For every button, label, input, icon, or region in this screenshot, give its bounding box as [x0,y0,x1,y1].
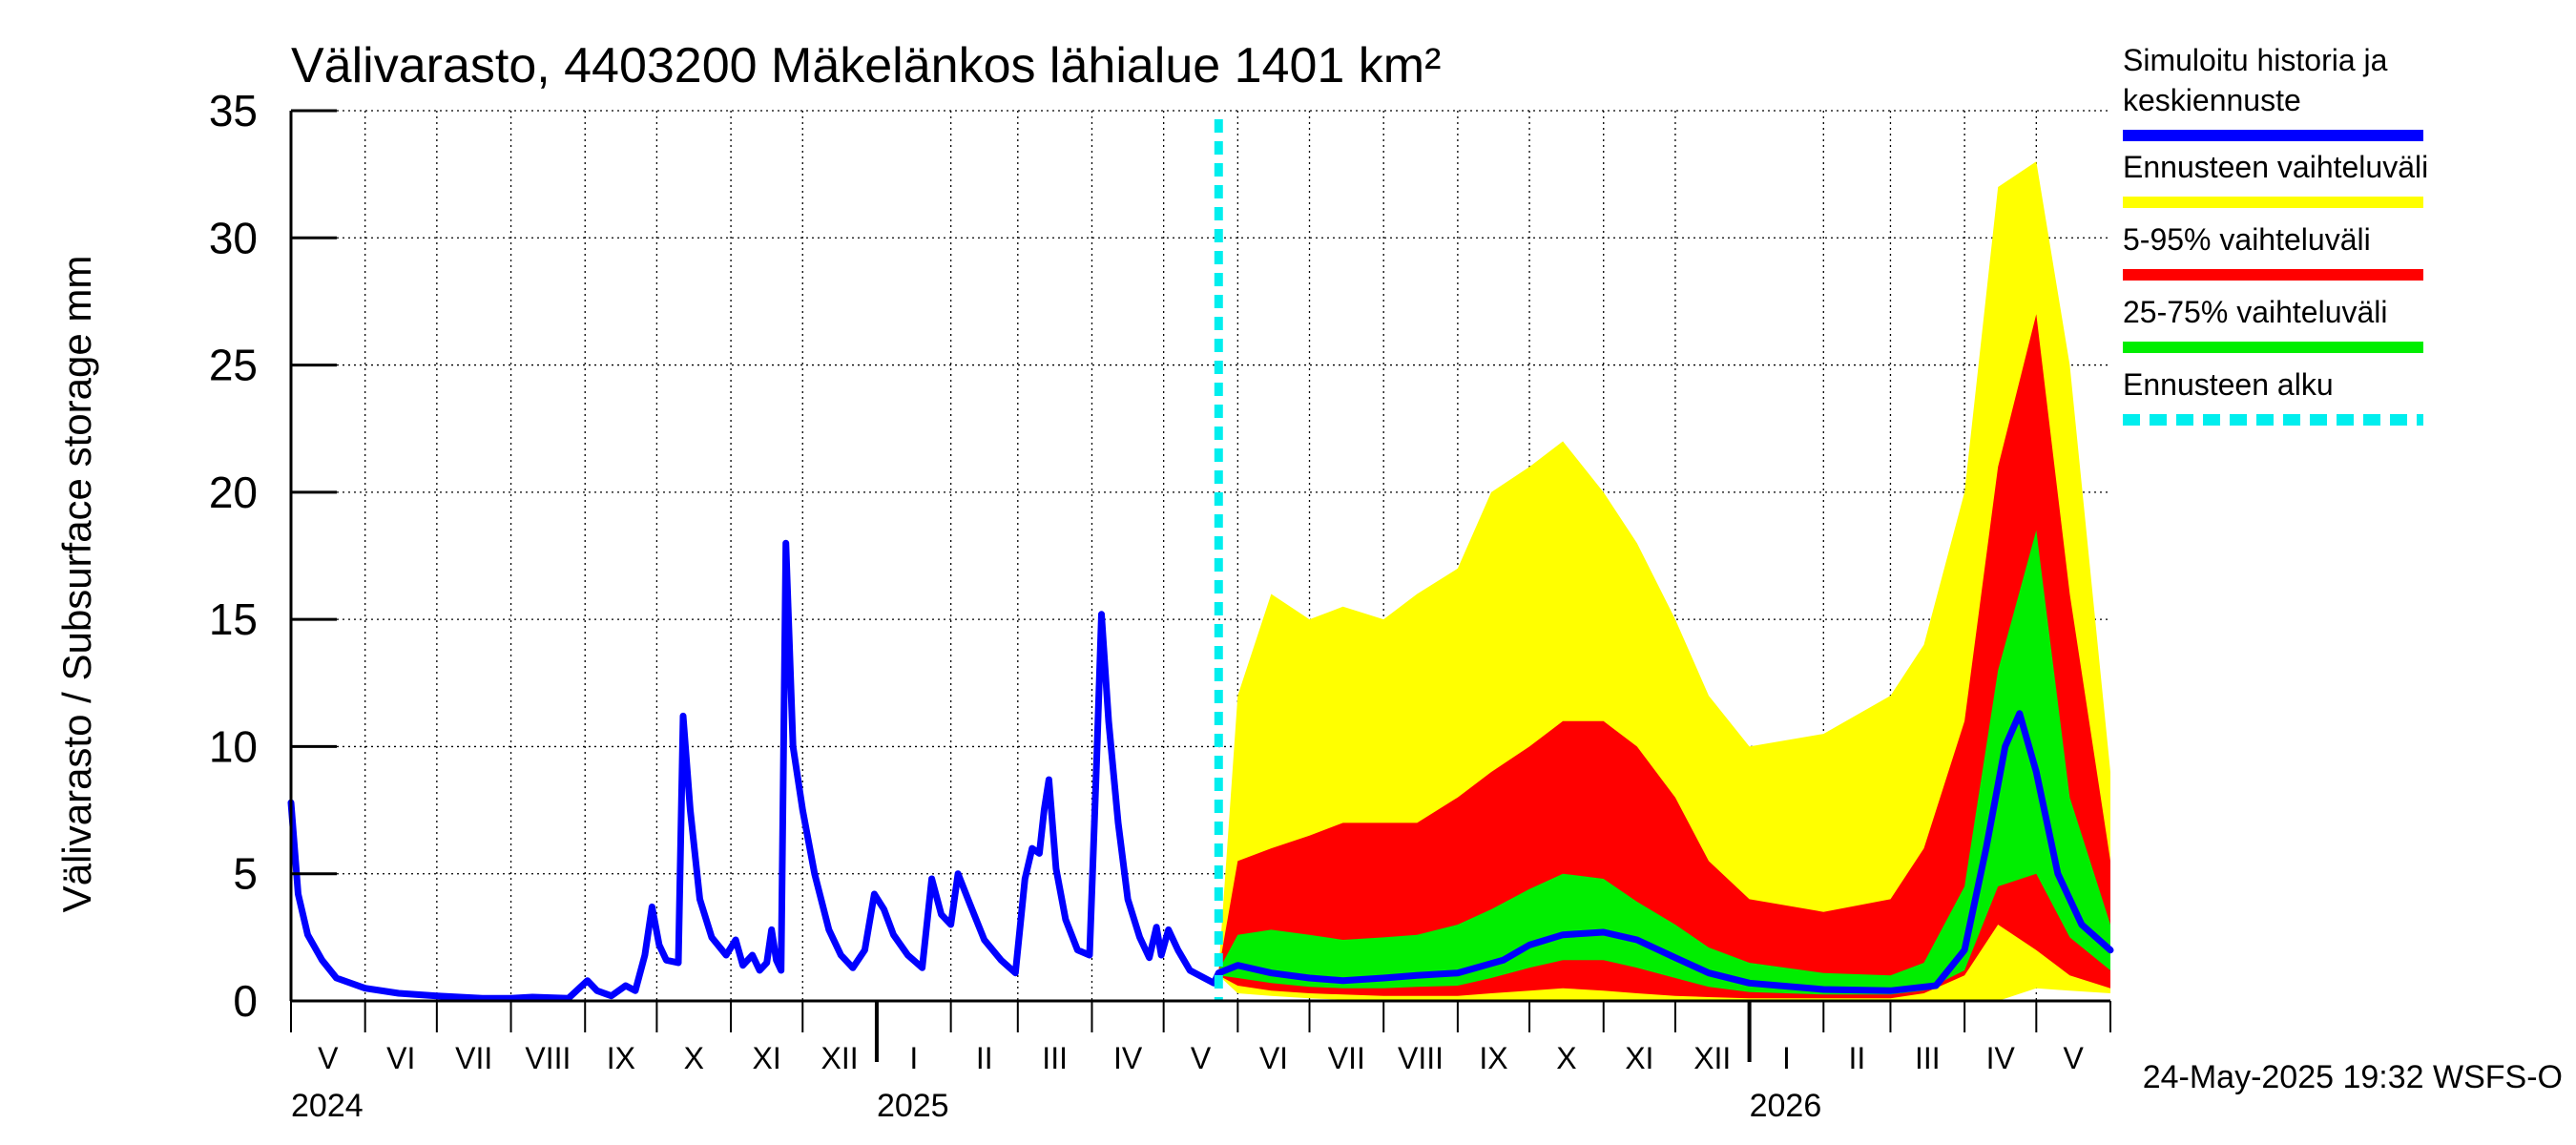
legend-label: 5-95% vaihteluväli [2123,222,2371,257]
year-label: 2026 [1750,1088,1822,1124]
footer-timestamp: 24-May-2025 19:32 WSFS-O [2143,1059,2563,1095]
month-label: V [2063,1041,2084,1075]
legend-label: Simuloitu historia ja [2123,43,2388,77]
month-label: VIII [525,1041,571,1075]
month-label: V [1191,1041,1212,1075]
y-tick-label: 35 [209,86,258,135]
month-label: I [1782,1041,1791,1075]
history-line [287,539,1222,1002]
month-label: VI [386,1041,415,1075]
chart-title: Välivarasto, 4403200 Mäkelänkos lähialue… [291,38,1441,94]
month-label: XI [1625,1041,1653,1075]
month-label: V [318,1041,339,1075]
month-label: III [1042,1041,1068,1075]
month-label: VI [1259,1041,1288,1075]
month-label: VII [455,1041,492,1075]
month-label: II [1848,1041,1865,1075]
year-label: 2025 [877,1088,949,1124]
y-tick-label: 20 [209,468,258,517]
month-label: VIII [1398,1041,1444,1075]
month-label: II [976,1041,993,1075]
series-lines [287,119,2114,1002]
month-label: X [684,1041,704,1075]
month-label: XI [753,1041,781,1075]
forecast-mean-line [1215,710,2114,994]
legend-label: keskiennuste [2123,83,2301,117]
legend-label: 25-75% vaihteluväli [2123,295,2388,329]
y-tick-label: 15 [209,594,258,644]
month-label: VII [1328,1041,1365,1075]
legend-label: Ennusteen vaihteluväli [2123,150,2428,184]
month-label: IX [1479,1041,1507,1075]
legend: Simuloitu historia ja keskiennuste Ennuste… [2123,43,2428,426]
month-label: XII [1693,1041,1731,1075]
month-label: X [1556,1041,1576,1075]
month-label: IV [1986,1041,2016,1075]
forecast-band [1218,314,2110,999]
month-label: I [909,1041,918,1075]
month-label: IV [1113,1041,1143,1075]
month-label: IX [607,1041,635,1075]
y-axis-label: Välivarasto / Subsurface storage mm [54,256,99,913]
y-tick-label: 0 [233,976,258,1026]
y-tick-label: 5 [233,849,258,899]
forecast-bands [1218,161,2110,1002]
y-tick-label: 30 [209,213,258,262]
month-label: III [1915,1041,1941,1075]
forecast-band [1218,161,2110,1002]
y-tick-label: 10 [209,721,258,771]
y-tick-label: 25 [209,341,258,390]
forecast-band [1218,530,2110,995]
legend-label: Ennusteen alku [2123,367,2334,402]
year-label: 2024 [291,1088,364,1124]
month-label: XII [821,1041,859,1075]
